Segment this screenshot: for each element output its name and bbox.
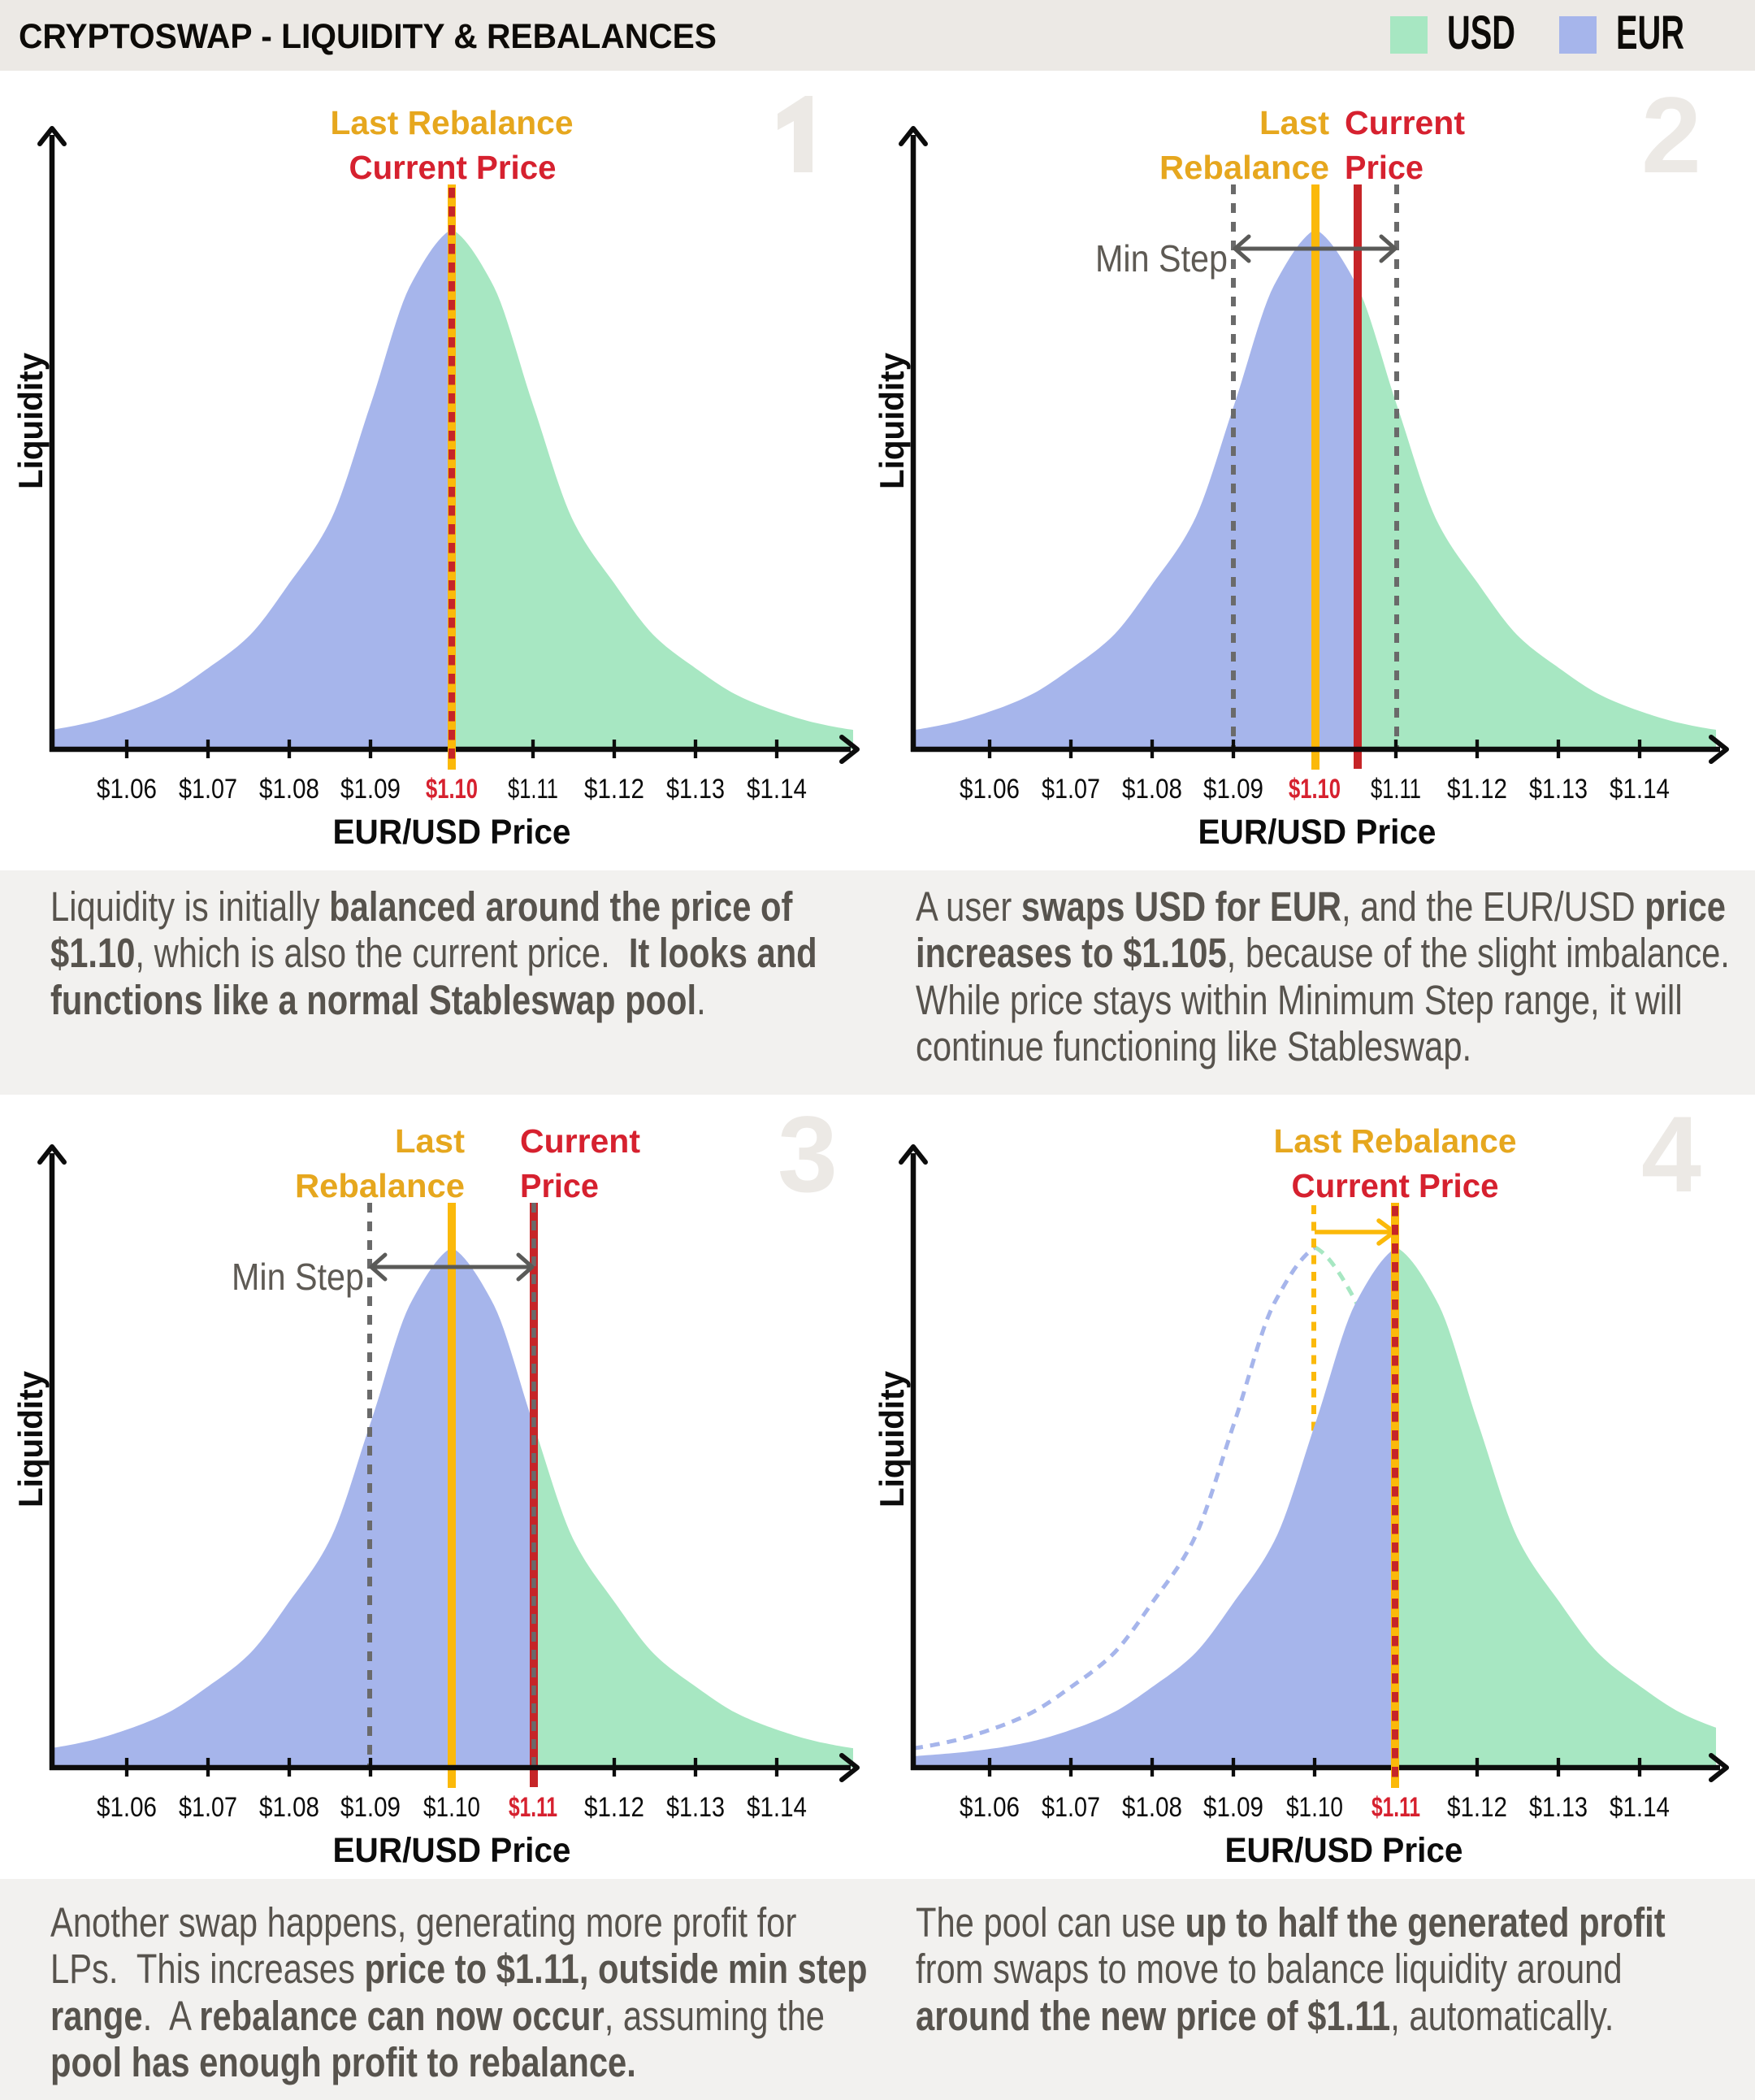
svg-text:$1.09: $1.09: [340, 774, 401, 805]
svg-text:3: 3: [778, 1095, 838, 1215]
svg-text:EUR/USD Price: EUR/USD Price: [1198, 813, 1436, 852]
svg-text:$1.10: $1.10: [423, 1792, 480, 1823]
svg-text:$1.08: $1.08: [259, 774, 319, 805]
svg-text:$1.10: $1.10: [1289, 774, 1341, 805]
svg-text:4: 4: [1641, 1095, 1701, 1215]
svg-text:$1.12: $1.12: [584, 1792, 644, 1823]
svg-text:$1.12: $1.12: [1447, 1792, 1507, 1823]
svg-text:$1.12: $1.12: [584, 774, 644, 805]
svg-text:Min Step: Min Step: [232, 1256, 364, 1298]
svg-text:EUR/USD Price: EUR/USD Price: [333, 1831, 571, 1870]
svg-text:$1.09: $1.09: [1203, 1792, 1263, 1823]
svg-text:$1.09: $1.09: [340, 1792, 401, 1823]
svg-text:$1.06: $1.06: [960, 774, 1020, 805]
svg-text:$1.11: $1.11: [508, 774, 558, 805]
svg-text:$1.09: $1.09: [1203, 774, 1263, 805]
svg-text:EUR: EUR: [1616, 7, 1684, 59]
svg-text:$1.13: $1.13: [666, 774, 725, 805]
svg-text:Rebalance: Rebalance: [1159, 149, 1329, 186]
svg-text:EUR/USD Price: EUR/USD Price: [1225, 1831, 1463, 1870]
svg-text:$1.07: $1.07: [1042, 774, 1100, 805]
svg-text:$1.07: $1.07: [179, 1792, 237, 1823]
svg-text:Current Price: Current Price: [349, 149, 557, 186]
svg-text:$1.10: $1.10: [1286, 1792, 1343, 1823]
svg-text:Price: Price: [520, 1167, 599, 1204]
svg-text:Current: Current: [520, 1122, 640, 1160]
svg-text:$1.08: $1.08: [1122, 1792, 1182, 1823]
svg-text:2: 2: [1641, 76, 1701, 196]
svg-text:$1.14: $1.14: [747, 774, 807, 805]
svg-text:Liquidity: Liquidity: [11, 1370, 50, 1508]
svg-text:Liquidity: Liquidity: [873, 1370, 911, 1508]
svg-text:$1.08: $1.08: [259, 1792, 319, 1823]
svg-text:Current: Current: [1345, 104, 1465, 141]
svg-text:Last: Last: [395, 1122, 465, 1160]
svg-text:$1.10: $1.10: [426, 774, 478, 805]
svg-text:$1.14: $1.14: [1610, 1792, 1670, 1823]
svg-text:$1.06: $1.06: [97, 774, 157, 805]
svg-text:Price: Price: [1345, 149, 1424, 186]
svg-text:$1.08: $1.08: [1122, 774, 1182, 805]
svg-text:$1.13: $1.13: [1529, 774, 1588, 805]
svg-text:$1.11: $1.11: [1371, 774, 1421, 805]
svg-text:Last Rebalance: Last Rebalance: [1274, 1122, 1517, 1160]
svg-text:$1.11: $1.11: [1372, 1792, 1420, 1823]
svg-text:EUR/USD Price: EUR/USD Price: [333, 813, 571, 852]
svg-text:$1.06: $1.06: [97, 1792, 157, 1823]
svg-text:$1.14: $1.14: [747, 1792, 807, 1823]
svg-text:$1.13: $1.13: [1529, 1792, 1588, 1823]
svg-text:$1.13: $1.13: [666, 1792, 725, 1823]
svg-text:USD: USD: [1447, 7, 1515, 59]
svg-text:Liquidity: Liquidity: [11, 352, 50, 489]
svg-text:Last: Last: [1259, 104, 1329, 141]
svg-text:Last Rebalance: Last Rebalance: [331, 104, 574, 141]
svg-text:Min Step: Min Step: [1095, 237, 1228, 280]
svg-text:$1.07: $1.07: [179, 774, 237, 805]
svg-text:Rebalance: Rebalance: [295, 1167, 465, 1204]
svg-text:$1.11: $1.11: [509, 1792, 557, 1823]
svg-text:CRYPTOSWAP - LIQUIDITY & REBAL: CRYPTOSWAP - LIQUIDITY & REBALANCES: [19, 17, 717, 56]
svg-text:$1.07: $1.07: [1042, 1792, 1100, 1823]
svg-text:Current Price: Current Price: [1292, 1167, 1499, 1204]
svg-text:$1.06: $1.06: [960, 1792, 1020, 1823]
svg-text:Liquidity: Liquidity: [873, 352, 911, 489]
svg-text:$1.12: $1.12: [1447, 774, 1507, 805]
svg-text:$1.14: $1.14: [1610, 774, 1670, 805]
